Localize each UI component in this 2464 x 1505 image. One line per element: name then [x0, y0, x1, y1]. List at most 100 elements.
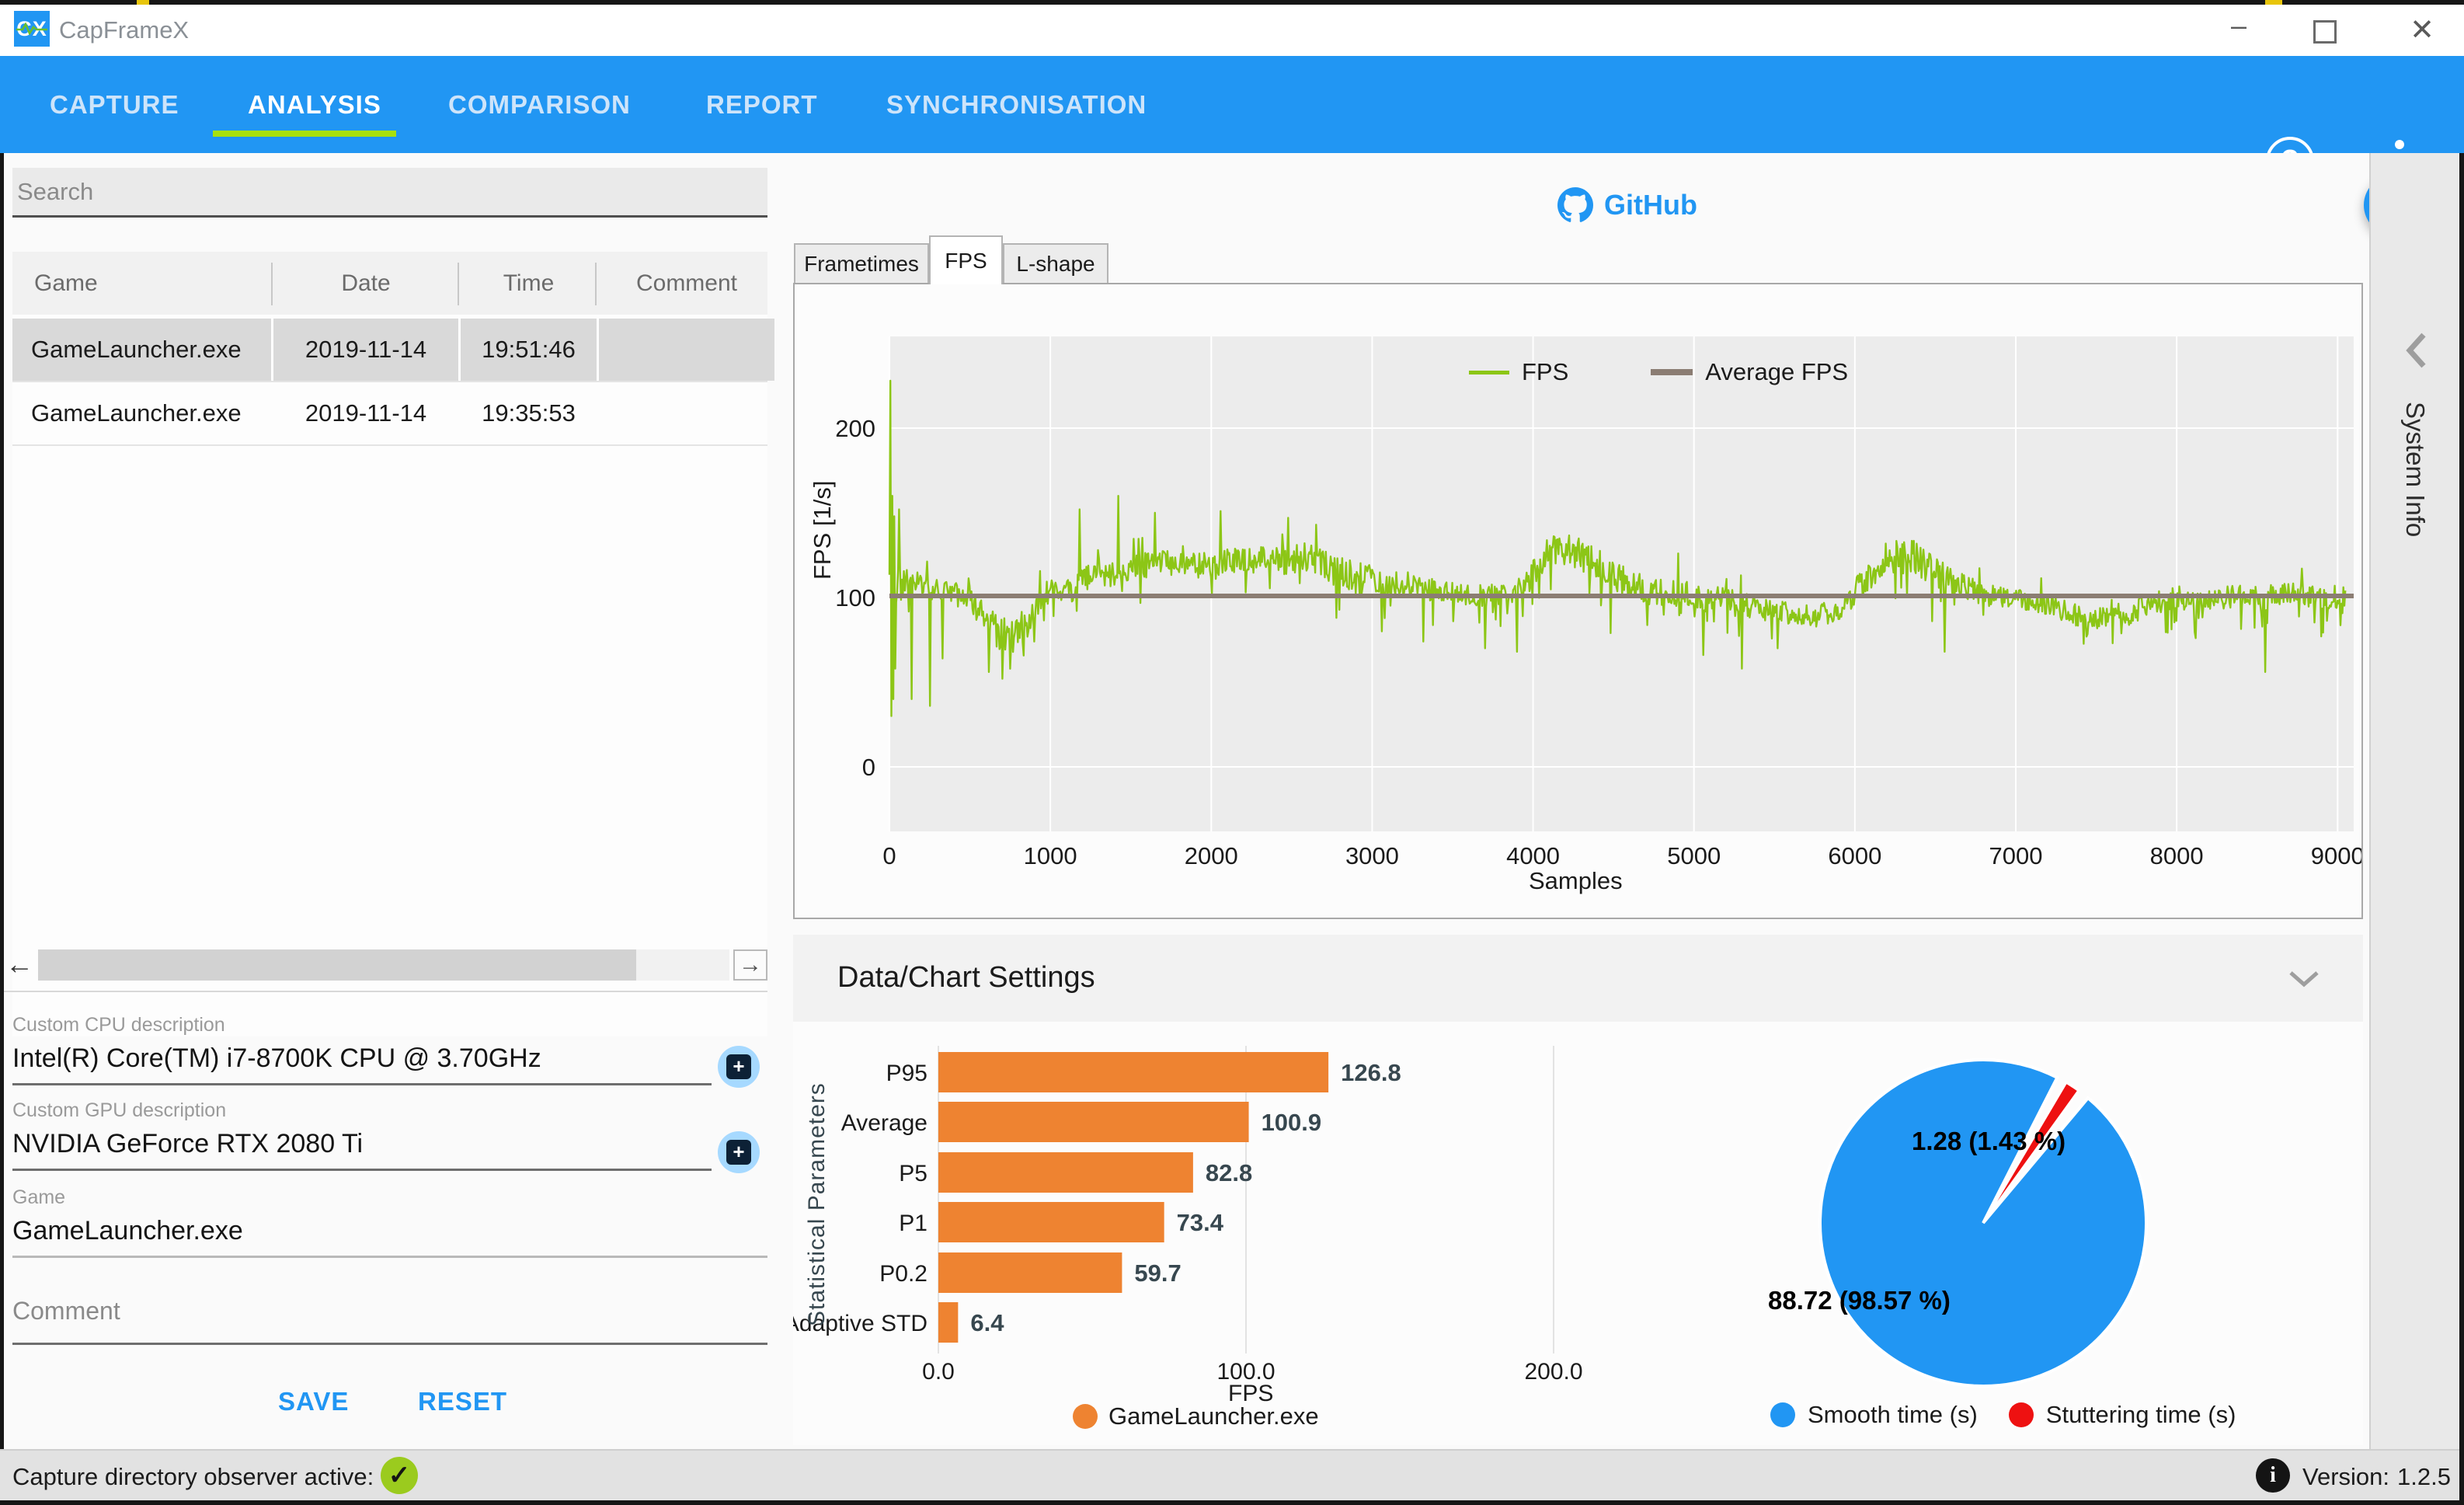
- github-link[interactable]: GitHub: [1557, 184, 1697, 226]
- pie-legend: Smooth time (s) Stuttering time (s): [1770, 1401, 2236, 1429]
- svg-text:100.9: 100.9: [1262, 1109, 1322, 1136]
- header-separator: [458, 263, 459, 305]
- header-separator: [271, 263, 273, 305]
- screen-top-edge-fragment: [2265, 0, 2282, 5]
- nav-synchronisation[interactable]: SYNCHRONISATION: [886, 89, 1147, 119]
- nav-report[interactable]: REPORT: [706, 89, 818, 119]
- svg-text:1000: 1000: [1024, 842, 1077, 869]
- game-field-input[interactable]: [12, 1216, 712, 1246]
- svg-text:6.4: 6.4: [970, 1309, 1004, 1336]
- version-label: Version:: [2302, 1463, 2390, 1490]
- session-table-body: GameLauncher.exe 2019-11-14 19:51:46 GameLa…: [12, 319, 774, 446]
- nav-analysis[interactable]: ANALYSIS: [248, 89, 381, 119]
- gpu-add-button[interactable]: +: [718, 1131, 760, 1173]
- avg-legend-label: Average FPS: [1705, 358, 1849, 385]
- bar-legend-dot: [1073, 1404, 1098, 1429]
- table-row[interactable]: GameLauncher.exe 2019-11-14 19:35:53: [12, 382, 767, 446]
- github-label: GitHub: [1604, 189, 1697, 221]
- settings-expander[interactable]: Data/Chart Settings: [793, 935, 2363, 1022]
- maximize-button[interactable]: [2313, 20, 2337, 44]
- game-field-label: Game: [12, 1186, 66, 1208]
- observer-status-text: Capture directory observer active:: [12, 1463, 374, 1490]
- header-separator: [595, 263, 597, 305]
- svg-text:3000: 3000: [1345, 842, 1399, 869]
- table-cell: 2019-11-14: [305, 399, 427, 427]
- svg-text:0.0: 0.0: [922, 1359, 955, 1385]
- game-field-underline: [12, 1256, 767, 1258]
- observer-active-check-icon: ✓: [381, 1457, 418, 1494]
- chevron-down-icon: [2289, 971, 2319, 988]
- chevron-left-icon[interactable]: [2405, 332, 2427, 369]
- tab-frametimes[interactable]: Frametimes: [794, 243, 929, 283]
- plus-icon: +: [726, 1140, 751, 1165]
- scroll-thumb[interactable]: [38, 949, 636, 981]
- gpu-field-input[interactable]: [12, 1129, 712, 1159]
- tab-fps[interactable]: FPS: [929, 235, 1003, 284]
- logo-pulse-icon: [16, 23, 47, 35]
- svg-text:P1: P1: [899, 1211, 927, 1236]
- fps-y-axis-title: FPS [1/s]: [809, 480, 836, 580]
- svg-text:126.8: 126.8: [1341, 1059, 1401, 1086]
- search-input[interactable]: [17, 172, 755, 211]
- table-cell: GameLauncher.exe: [12, 319, 271, 381]
- svg-text:82.8: 82.8: [1206, 1159, 1252, 1186]
- fps-chart-panel: 0 1000 2000 3000 4000 5000 6000 7000 8000 9000 0 10…: [793, 283, 2365, 919]
- svg-text:Adaptive STD: Adaptive STD: [793, 1311, 927, 1336]
- reset-button[interactable]: RESET: [418, 1387, 508, 1416]
- close-button[interactable]: ✕: [2410, 14, 2434, 47]
- cpu-add-button[interactable]: +: [718, 1046, 760, 1088]
- search-field-wrap: [12, 168, 767, 218]
- svg-text:100: 100: [835, 584, 875, 611]
- table-cell: 19:35:53: [482, 399, 576, 427]
- svg-text:7000: 7000: [1989, 842, 2043, 869]
- table-cell: [599, 382, 774, 444]
- list-hscrollbar: ← →: [4, 948, 767, 981]
- svg-text:0: 0: [882, 842, 896, 869]
- bar-legend-label: GameLauncher.exe: [1108, 1402, 1319, 1430]
- table-cell: 19:51:46: [461, 319, 597, 381]
- scroll-right-arrow-icon: →: [739, 952, 762, 977]
- svg-text:P0.2: P0.2: [879, 1261, 927, 1287]
- version-value: 1.2.5: [2397, 1463, 2451, 1490]
- svg-text:P5: P5: [899, 1161, 927, 1186]
- table-cell: [599, 319, 774, 381]
- bar-y-axis-title: Statistical Parameters: [804, 1082, 830, 1326]
- gpu-field-label: Custom GPU description: [12, 1099, 227, 1121]
- fps-legend: FPS Average FPS: [1469, 358, 1848, 386]
- svg-text:6000: 6000: [1828, 842, 1881, 869]
- svg-text:5000: 5000: [1667, 842, 1721, 869]
- col-header-date[interactable]: Date: [341, 270, 391, 296]
- nav-capture[interactable]: CAPTURE: [50, 89, 179, 119]
- save-button[interactable]: SAVE: [278, 1387, 350, 1416]
- bar-x-axis-title: FPS: [1228, 1381, 1274, 1406]
- fps-x-axis-title: Samples: [1529, 867, 1623, 894]
- pie-legend-label-stutter: Stuttering time (s): [2045, 1401, 2236, 1428]
- stutter-pie-chart: [1818, 1058, 2148, 1388]
- col-header-game[interactable]: Game: [34, 270, 98, 296]
- statistics-area: 0.0 100.0 200.0 P95 126.8 Average 100.9 P5 82.8 P…: [784, 1022, 2363, 1445]
- screen-top-edge-fragment: [137, 0, 149, 5]
- col-header-comment[interactable]: Comment: [635, 270, 738, 296]
- settings-expander-title: Data/Chart Settings: [837, 961, 1095, 994]
- svg-text:8000: 8000: [2150, 842, 2204, 869]
- nav-comparison[interactable]: COMPARISON: [448, 89, 631, 119]
- scroll-right-arrow-box[interactable]: →: [733, 949, 767, 981]
- minimize-button[interactable]: –: [2230, 9, 2247, 41]
- system-info-label[interactable]: System Info: [2401, 402, 2430, 538]
- pie-label-stutter: 1.28 (1.43 %): [1912, 1127, 2066, 1155]
- svg-text:200.0: 200.0: [1524, 1359, 1582, 1385]
- system-info-sidebar: System Info: [2369, 153, 2459, 1449]
- col-header-time[interactable]: Time: [503, 270, 555, 296]
- plus-icon: +: [726, 1054, 751, 1079]
- bar-legend: GameLauncher.exe: [1073, 1402, 1319, 1430]
- scroll-left-arrow[interactable]: ←: [5, 948, 33, 980]
- cpu-field-input[interactable]: [12, 1043, 712, 1074]
- panel-divider: [4, 991, 767, 992]
- tab-lshape[interactable]: L-shape: [1003, 243, 1108, 283]
- title-bar: CX CapFrameX – ✕: [0, 5, 2464, 56]
- svg-text:2000: 2000: [1185, 842, 1238, 869]
- table-row[interactable]: GameLauncher.exe 2019-11-14 19:51:46: [12, 319, 774, 382]
- github-icon: [1557, 187, 1593, 222]
- comment-input[interactable]: [12, 1297, 758, 1326]
- session-list-panel: Game Date Time Comment GameLauncher.exe2…: [4, 153, 785, 1449]
